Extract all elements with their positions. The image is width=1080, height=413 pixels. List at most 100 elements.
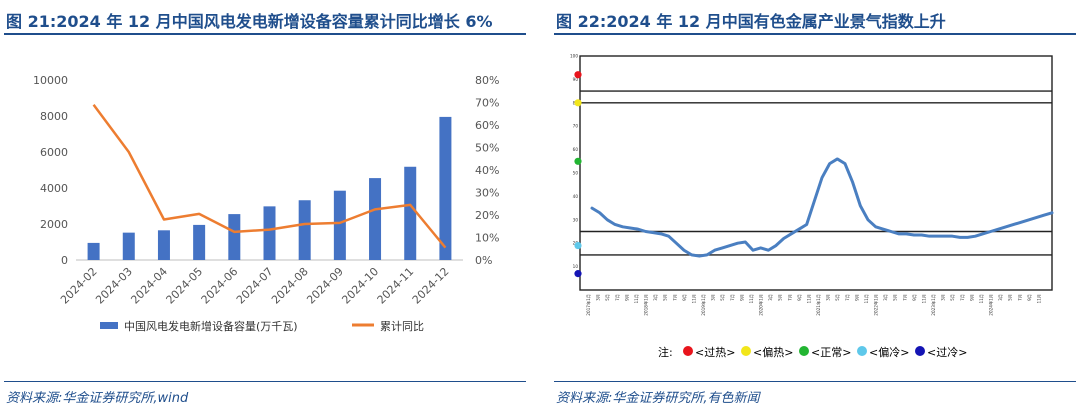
bar (228, 214, 241, 260)
left-source-note: 资料来源:华金证券研究所,wind (6, 391, 189, 406)
x-axis-tick-label: 9月 (682, 294, 688, 301)
x-axis-tick-label: 2018年1月 (643, 294, 650, 316)
x-axis-tick-label: 2024-05 (164, 265, 206, 307)
legend-label: <正常> (811, 346, 851, 359)
y2-axis-tick-label: 50% (475, 142, 499, 155)
x-axis-tick-label: 9月 (969, 294, 975, 301)
y-axis-tick-label: 6000 (40, 146, 68, 159)
legend-dot (799, 346, 809, 356)
y-axis-tick-label: 90 (573, 77, 579, 82)
zone-marker-dot (574, 99, 582, 107)
x-axis-tick-label: 2024-06 (199, 265, 241, 307)
x-axis-tick-label: 2024年1月 (988, 294, 995, 316)
x-axis-tick-label: 7月 (615, 294, 621, 301)
left-source-divider (4, 381, 526, 382)
y-axis-tick-label: 8000 (40, 110, 68, 123)
y2-axis-tick-label: 10% (475, 232, 499, 245)
x-axis-tick-label: 5月 (893, 294, 899, 301)
bar (122, 232, 135, 260)
legend-note-label: 注: (658, 345, 673, 359)
y-axis-tick-label: 0 (61, 254, 68, 267)
x-axis-tick-label: 2024-04 (128, 265, 170, 307)
bar (263, 206, 276, 260)
x-axis-tick-label: 2019年1月 (700, 294, 707, 316)
bar (404, 166, 417, 260)
x-axis-tick-label: 9月 (739, 294, 745, 301)
zone-marker-dot (574, 71, 582, 79)
x-axis-tick-label: 9月 (854, 294, 860, 301)
x-axis-tick-label: 3月 (941, 294, 947, 301)
x-axis-tick-label: 2024-12 (410, 265, 452, 307)
x-axis-tick-label: 9月 (797, 294, 803, 301)
zone-marker-dot (574, 270, 582, 278)
x-axis-tick-label: 3月 (653, 294, 659, 301)
yoy-line (92, 104, 447, 249)
legend-label: <偏冷> (869, 345, 909, 359)
x-axis-tick-label: 5月 (835, 294, 841, 301)
x-axis-tick-label: 2024-02 (58, 265, 100, 307)
x-axis-tick-label: 3月 (768, 294, 774, 301)
legend-bar-label: 中国风电发电新增设备容量(万千瓦) (124, 319, 298, 333)
y-axis-tick-label: 2000 (40, 218, 68, 231)
bar (369, 178, 382, 260)
x-axis-tick-label: 7月 (960, 294, 966, 301)
right-source-divider (554, 381, 1076, 382)
legend-dot (857, 346, 867, 356)
x-axis-tick-label: 3月 (711, 294, 717, 301)
x-axis-tick-label: 9月 (912, 294, 918, 301)
x-axis-tick-label: 2024-07 (234, 265, 276, 307)
x-axis-tick-label: 2017年1月 (585, 294, 592, 316)
y-axis-tick-label: 100 (570, 54, 578, 59)
right-chart-panel: 图 22:2024 年 12 月中国有色金属产业景气指数上升 102030405… (550, 0, 1078, 413)
y-axis-tick-label: 70 (573, 124, 579, 129)
y2-axis-tick-label: 20% (475, 209, 499, 222)
plot-frame (579, 55, 1053, 291)
x-axis-tick-label: 5月 (605, 294, 611, 301)
x-axis-tick-label: 2020年1月 (758, 294, 765, 316)
y-axis-tick-label: 4000 (40, 182, 68, 195)
y-axis-tick-label: 30 (573, 217, 579, 222)
x-axis-tick-label: 2024-10 (339, 265, 381, 307)
x-axis-tick-label: 11月 (979, 294, 985, 304)
zone-marker-dot (574, 241, 582, 250)
bar (333, 190, 346, 260)
bar (439, 116, 452, 261)
right-source-note: 资料来源:华金证券研究所,有色新闻 (556, 391, 760, 406)
x-axis-tick-label: 2024-11 (375, 265, 417, 307)
y2-axis-tick-label: 80% (475, 74, 499, 87)
x-axis-tick-label: 11月 (691, 294, 697, 304)
zone-marker-dot (574, 157, 582, 165)
x-axis-tick-label: 9月 (1027, 294, 1033, 301)
y-axis-tick-label: 50 (573, 171, 579, 176)
x-axis-tick-label: 7月 (787, 294, 793, 301)
boom-index-line (590, 157, 1054, 258)
x-axis-tick-label: 5月 (950, 294, 956, 301)
left-title-divider (4, 33, 526, 35)
bar (87, 242, 100, 260)
y2-axis-tick-label: 40% (475, 164, 499, 177)
x-axis-tick-label: 11月 (1036, 294, 1042, 304)
x-axis-tick-label: 5月 (720, 294, 726, 301)
legend-dot (915, 346, 925, 356)
legend-dot (741, 346, 751, 356)
x-axis-tick-label: 2022年1月 (873, 294, 880, 316)
x-axis-tick-label: 2024-08 (269, 265, 311, 307)
x-axis-tick-label: 5月 (663, 294, 669, 301)
x-axis-tick-label: 2021年1月 (815, 294, 822, 316)
x-axis-tick-label: 3月 (826, 294, 832, 301)
right-chart-title: 图 22:2024 年 12 月中国有色金属产业景气指数上升 (556, 12, 946, 31)
y-axis-tick-label: 10000 (33, 74, 68, 87)
legend-bar-swatch (100, 322, 118, 329)
legend-label: <过热> (695, 346, 735, 359)
legend-label: <偏热> (753, 345, 793, 359)
x-axis-tick-label: 3月 (883, 294, 889, 301)
x-axis-tick-label: 7月 (672, 294, 678, 301)
y-axis-tick-label: 10 (573, 264, 579, 269)
x-axis-tick-label: 9月 (624, 294, 630, 301)
x-axis-tick-label: 2024-03 (93, 265, 135, 307)
y-axis-tick-label: 60 (573, 147, 579, 152)
bar (298, 200, 311, 260)
wind-power-chart: 0 2000 4000 6000 8000 10000 0% 10% 20% 30% 40% 50% 6… (33, 74, 499, 333)
x-axis-tick-label: 11月 (806, 294, 812, 304)
